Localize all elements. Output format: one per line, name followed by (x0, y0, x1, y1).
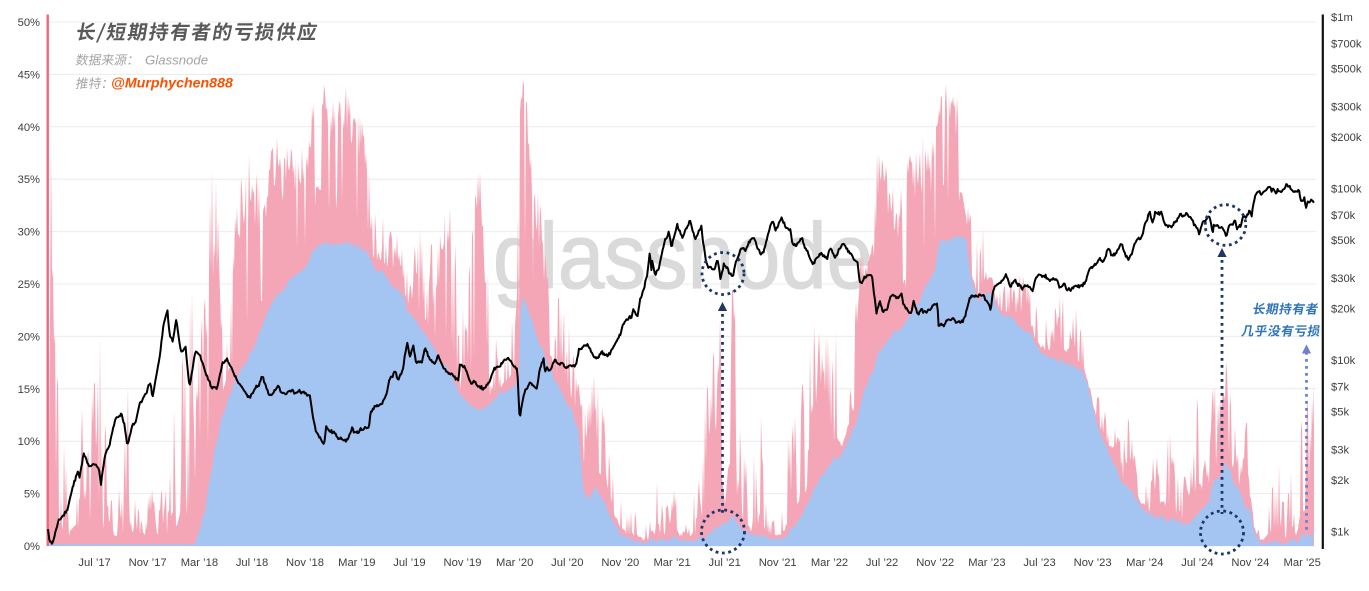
svg-text:$500k: $500k (1331, 64, 1362, 76)
svg-text:50%: 50% (18, 17, 40, 29)
svg-text:Mar ’24: Mar ’24 (1126, 557, 1163, 569)
svg-text:Jul ’19: Jul ’19 (393, 557, 425, 569)
svg-text:$2k: $2k (1331, 475, 1349, 487)
svg-text:Nov ’18: Nov ’18 (286, 557, 324, 569)
svg-text:Mar ’22: Mar ’22 (811, 557, 848, 569)
svg-text:45%: 45% (18, 69, 40, 81)
svg-text:5%: 5% (24, 489, 40, 501)
svg-text:Glassnode: Glassnode (145, 53, 208, 68)
svg-text:Nov ’21: Nov ’21 (759, 557, 797, 569)
svg-text:glassnode: glassnode (493, 204, 873, 308)
svg-text:40%: 40% (18, 122, 40, 134)
svg-text:Mar ’21: Mar ’21 (653, 557, 690, 569)
svg-text:$300k: $300k (1331, 102, 1362, 114)
svg-text:Jul ’20: Jul ’20 (551, 557, 583, 569)
svg-text:Mar ’25: Mar ’25 (1284, 557, 1321, 569)
svg-text:$20k: $20k (1331, 303, 1356, 315)
svg-text:Nov ’24: Nov ’24 (1231, 557, 1269, 569)
svg-text:$700k: $700k (1331, 39, 1362, 51)
svg-text:Nov ’19: Nov ’19 (444, 557, 482, 569)
svg-text:15%: 15% (18, 384, 40, 396)
svg-text:$10k: $10k (1331, 355, 1356, 367)
svg-text:10%: 10% (18, 436, 40, 448)
svg-text:@Murphychen888: @Murphychen888 (111, 76, 233, 92)
svg-text:$5k: $5k (1331, 407, 1349, 419)
svg-text:Jul ’23: Jul ’23 (1023, 557, 1055, 569)
svg-text:$30k: $30k (1331, 273, 1356, 285)
svg-text:Mar ’18: Mar ’18 (181, 557, 218, 569)
svg-text:$200k: $200k (1331, 132, 1362, 144)
svg-text:$1m: $1m (1331, 12, 1353, 24)
svg-text:0%: 0% (24, 541, 40, 553)
svg-text:Jul ’18: Jul ’18 (236, 557, 268, 569)
svg-text:Jul ’22: Jul ’22 (866, 557, 898, 569)
svg-text:35%: 35% (18, 174, 40, 186)
svg-text:Jul ’17: Jul ’17 (78, 557, 110, 569)
svg-text:Mar ’20: Mar ’20 (496, 557, 533, 569)
svg-text:25%: 25% (18, 279, 40, 291)
svg-text:Nov ’22: Nov ’22 (916, 557, 954, 569)
svg-text:20%: 20% (18, 331, 40, 343)
svg-text:$100k: $100k (1331, 183, 1362, 195)
svg-text:$1k: $1k (1331, 526, 1349, 538)
svg-text:Jul ’21: Jul ’21 (709, 557, 741, 569)
svg-text:$7k: $7k (1331, 382, 1349, 394)
svg-text:30%: 30% (18, 227, 40, 239)
svg-text:Nov ’17: Nov ’17 (129, 557, 167, 569)
svg-text:Mar ’23: Mar ’23 (968, 557, 1005, 569)
svg-text:Mar ’19: Mar ’19 (338, 557, 375, 569)
svg-text:$50k: $50k (1331, 235, 1356, 247)
svg-text:Jul ’24: Jul ’24 (1181, 557, 1213, 569)
svg-text:$3k: $3k (1331, 445, 1349, 457)
svg-text:Nov ’20: Nov ’20 (601, 557, 639, 569)
svg-text:Nov ’23: Nov ’23 (1074, 557, 1112, 569)
svg-text:$70k: $70k (1331, 210, 1356, 222)
